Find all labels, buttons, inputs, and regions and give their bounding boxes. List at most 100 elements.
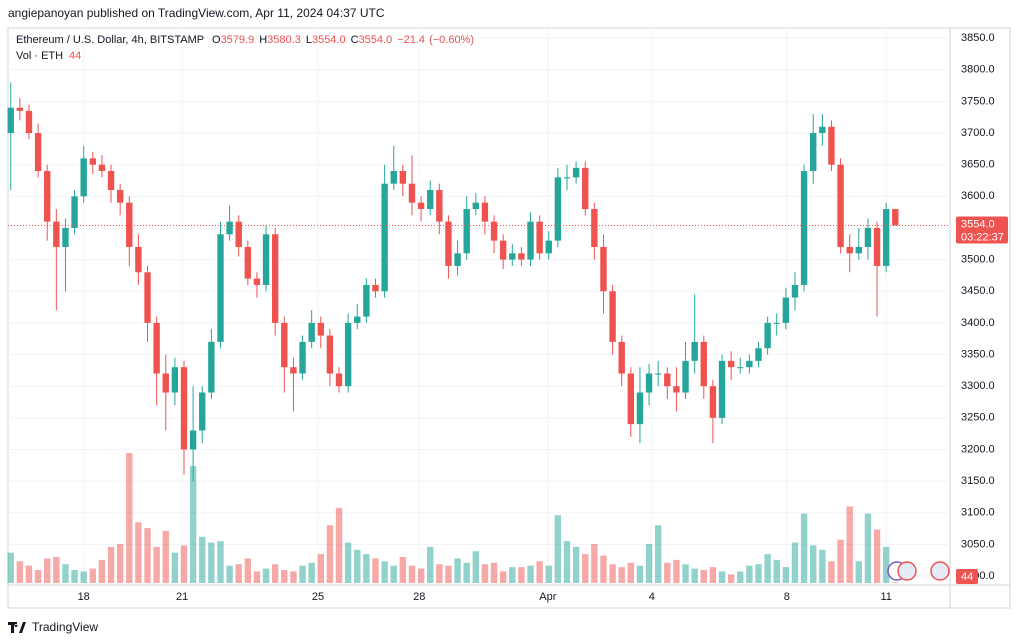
candle-body	[582, 167, 589, 209]
candle-body	[408, 183, 416, 203]
candle-body	[71, 196, 78, 228]
volume-bar	[98, 559, 106, 583]
volume-bar	[645, 544, 653, 583]
candle-body	[554, 177, 562, 241]
candle-body	[436, 190, 443, 222]
candle-body	[810, 133, 817, 172]
x-tick-label: 11	[880, 591, 891, 603]
x-tick-label: 18	[78, 591, 90, 603]
volume-bar	[709, 567, 717, 583]
candle-body	[208, 341, 215, 393]
candle-body	[727, 360, 735, 368]
candle-body	[755, 348, 762, 361]
candle-body	[618, 341, 625, 374]
candle-body	[135, 246, 142, 273]
brand: TradingView	[8, 620, 98, 634]
volume-bar	[299, 565, 306, 583]
volume-bar	[417, 568, 425, 583]
volume-bar	[591, 544, 598, 583]
price-tag: 3554.0	[961, 218, 995, 230]
candle-body	[691, 341, 698, 361]
volume-bar	[89, 568, 96, 583]
y-tick-label: 3250.0	[961, 412, 995, 424]
y-tick-label: 3450.0	[961, 285, 995, 297]
volume-bar	[153, 546, 160, 583]
volume-bar	[892, 582, 899, 583]
candle-body	[882, 209, 890, 266]
candle-body	[363, 284, 370, 317]
candle-body	[709, 386, 717, 418]
volume-bar	[71, 570, 78, 583]
countdown: 03:22:37	[961, 231, 1004, 243]
volume-bar	[217, 541, 224, 583]
candle-body	[299, 341, 306, 374]
volume-bar	[509, 567, 516, 583]
legend-item: 3554.0	[312, 34, 346, 46]
volume-bar	[135, 522, 142, 583]
candle-body	[226, 221, 233, 235]
candle-body	[700, 341, 707, 387]
candle-body	[499, 240, 507, 260]
candle-body	[427, 190, 434, 209]
volume-bar	[700, 570, 707, 583]
volume-bar	[354, 549, 361, 583]
legend-item: 3579.9	[221, 34, 255, 46]
candle-body	[873, 227, 881, 266]
volume-bar	[481, 564, 489, 583]
candle-body	[609, 291, 616, 342]
volume-bar	[290, 571, 297, 583]
y-tick-label: 3400.0	[961, 317, 995, 329]
candle-body	[290, 367, 297, 374]
candle-body	[372, 284, 379, 292]
candle-body	[591, 208, 598, 247]
volume-bar	[116, 544, 124, 583]
volume-bar	[25, 565, 33, 583]
y-tick-label: 3750.0	[961, 95, 995, 107]
volume-bar	[16, 561, 24, 583]
footer: TradingView	[32, 620, 98, 634]
volume-bar	[627, 562, 635, 583]
volume-bar	[7, 552, 14, 583]
volume-bar	[436, 564, 443, 583]
candle-body	[892, 209, 899, 226]
candle-body	[34, 133, 42, 172]
candle-body	[44, 171, 51, 222]
candle-body	[645, 373, 653, 393]
candle-body	[673, 386, 680, 393]
ohlc-legend: O3579.9 H3580.3 L3554.0 C3554.0 −21.4 (−0.60%…	[212, 34, 474, 46]
y-tick-label: 3150.0	[961, 475, 995, 487]
volume-bar	[600, 555, 607, 583]
legend-item: −21.4	[397, 34, 425, 46]
candle-body	[399, 171, 407, 184]
y-tick-label: 3850.0	[961, 32, 995, 44]
axes: 3000.03050.03100.03150.03200.03250.03300…	[8, 32, 1008, 603]
volume-bar	[755, 564, 762, 583]
volume-bar	[527, 565, 534, 583]
volume-bar	[490, 562, 498, 583]
volume-bar	[62, 564, 69, 583]
volume-bar	[718, 571, 726, 583]
volume-bar	[837, 539, 844, 583]
candle-body	[7, 107, 14, 134]
candle-body	[536, 221, 543, 254]
volume-tag: 44	[961, 571, 973, 583]
volume-bar	[363, 554, 370, 583]
logo	[8, 622, 26, 633]
volume-bar	[828, 561, 835, 583]
volume-bar	[782, 567, 790, 583]
volume-bar	[226, 565, 233, 583]
y-tick-label: 3700.0	[961, 127, 995, 139]
candle-body	[271, 234, 279, 323]
candle-body	[791, 284, 799, 298]
candle-body	[153, 322, 160, 374]
candle-body	[481, 202, 489, 222]
volume-bar	[518, 567, 525, 583]
volume-bar	[727, 574, 735, 583]
header: angiepanoyan published on TradingView.co…	[8, 6, 385, 20]
y-tick-label: 3500.0	[961, 254, 995, 266]
candle-body	[253, 278, 261, 285]
chart-title: Ethereum / U.S. Dollar, 4h, BITSTAMP	[16, 34, 204, 46]
candle-body	[737, 367, 744, 369]
volume-bar	[882, 546, 890, 583]
